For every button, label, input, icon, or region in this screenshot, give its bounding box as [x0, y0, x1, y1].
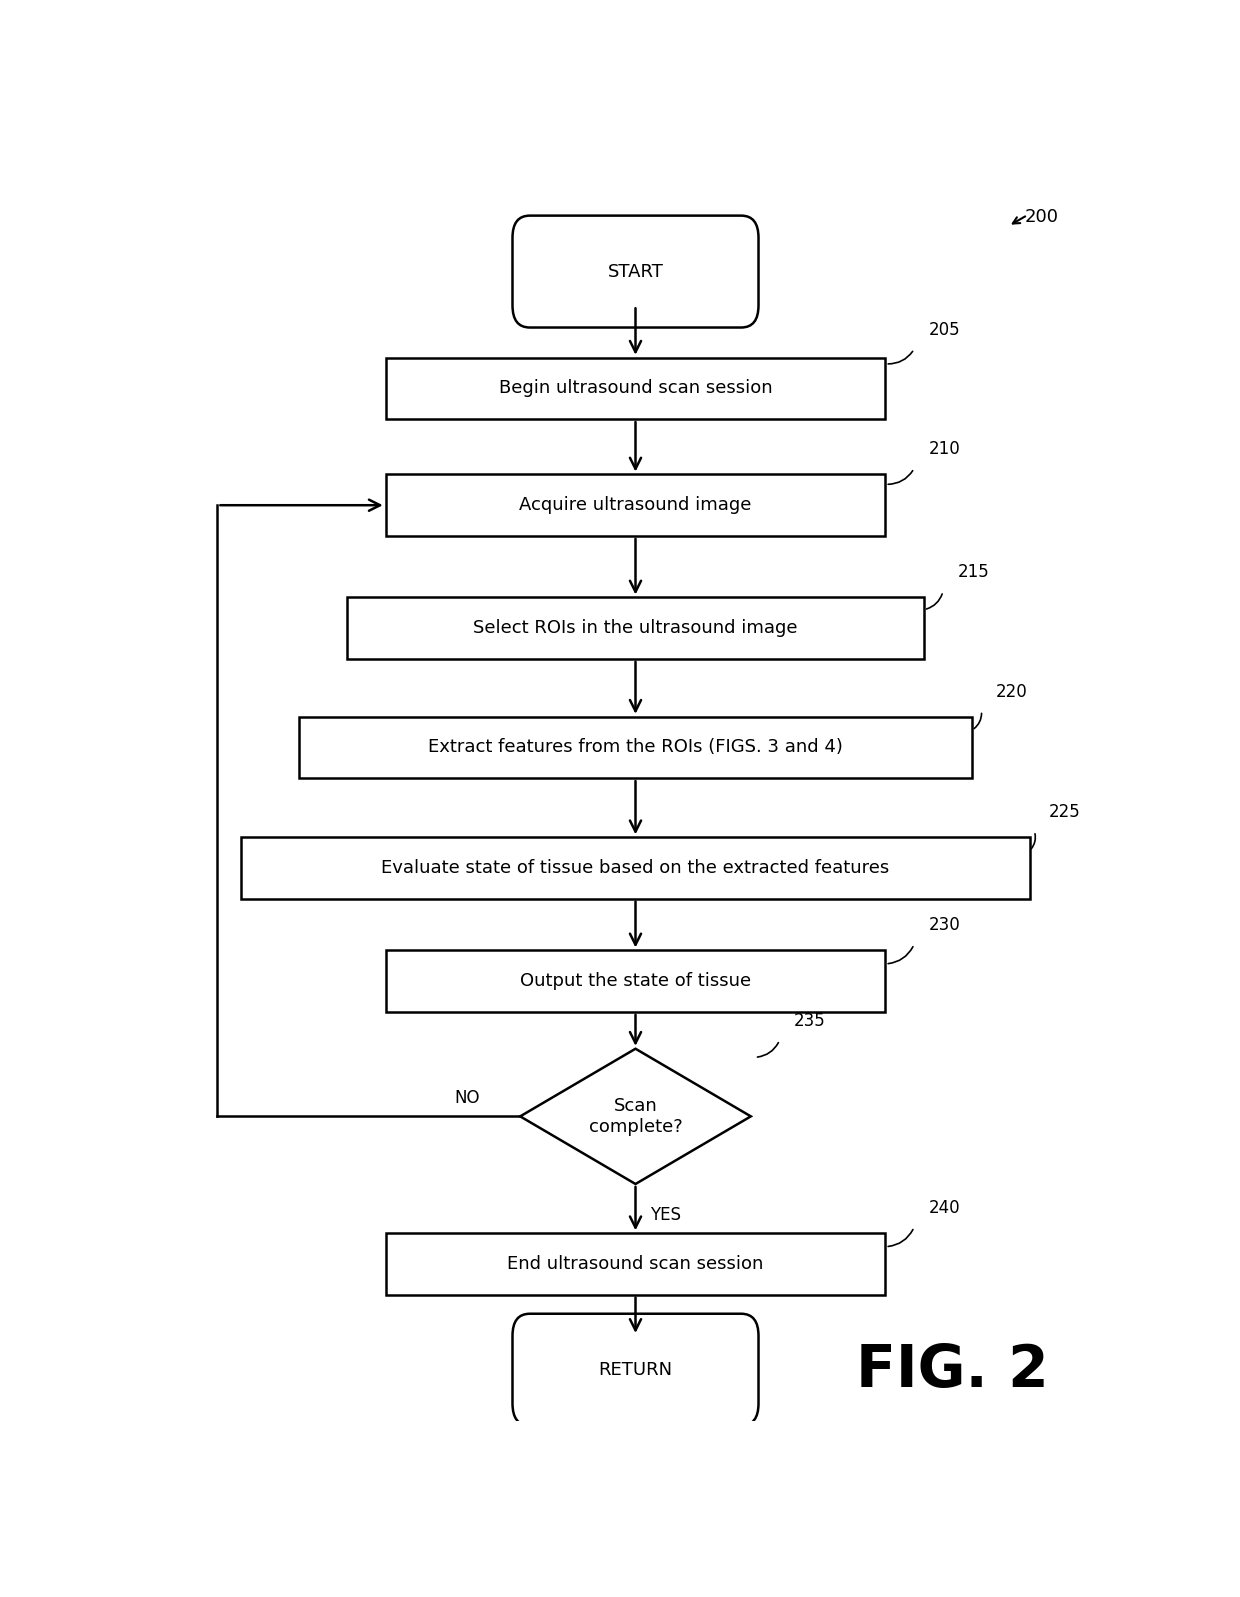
Text: 215: 215	[957, 564, 990, 581]
Text: 205: 205	[929, 321, 960, 339]
Text: Acquire ultrasound image: Acquire ultrasound image	[520, 497, 751, 514]
Text: End ultrasound scan session: End ultrasound scan session	[507, 1255, 764, 1273]
Text: 230: 230	[929, 917, 960, 934]
Text: 240: 240	[929, 1199, 960, 1217]
Text: Begin ultrasound scan session: Begin ultrasound scan session	[498, 380, 773, 398]
Text: 235: 235	[794, 1012, 826, 1030]
Text: START: START	[608, 262, 663, 281]
Text: NO: NO	[455, 1089, 480, 1107]
Bar	[242, 837, 1029, 899]
Bar	[386, 474, 885, 537]
Bar	[386, 358, 885, 418]
Text: Evaluate state of tissue based on the extracted features: Evaluate state of tissue based on the ex…	[382, 859, 889, 877]
Bar	[347, 597, 924, 660]
Text: 210: 210	[929, 441, 960, 458]
Text: Extract features from the ROIs (FIGS. 3 and 4): Extract features from the ROIs (FIGS. 3 …	[428, 738, 843, 757]
Text: 220: 220	[996, 684, 1028, 701]
Text: Select ROIs in the ultrasound image: Select ROIs in the ultrasound image	[474, 620, 797, 637]
Polygon shape	[521, 1049, 751, 1183]
FancyBboxPatch shape	[512, 1314, 759, 1426]
Text: 200: 200	[1024, 209, 1059, 227]
Text: FIG. 2: FIG. 2	[857, 1341, 1049, 1399]
Bar	[386, 950, 885, 1012]
Text: YES: YES	[650, 1206, 681, 1225]
Bar	[386, 1233, 885, 1295]
Text: Scan
complete?: Scan complete?	[589, 1097, 682, 1135]
FancyBboxPatch shape	[512, 216, 759, 327]
Text: 225: 225	[1049, 803, 1080, 821]
Bar	[299, 717, 972, 778]
Text: Output the state of tissue: Output the state of tissue	[520, 973, 751, 990]
Text: RETURN: RETURN	[599, 1361, 672, 1378]
